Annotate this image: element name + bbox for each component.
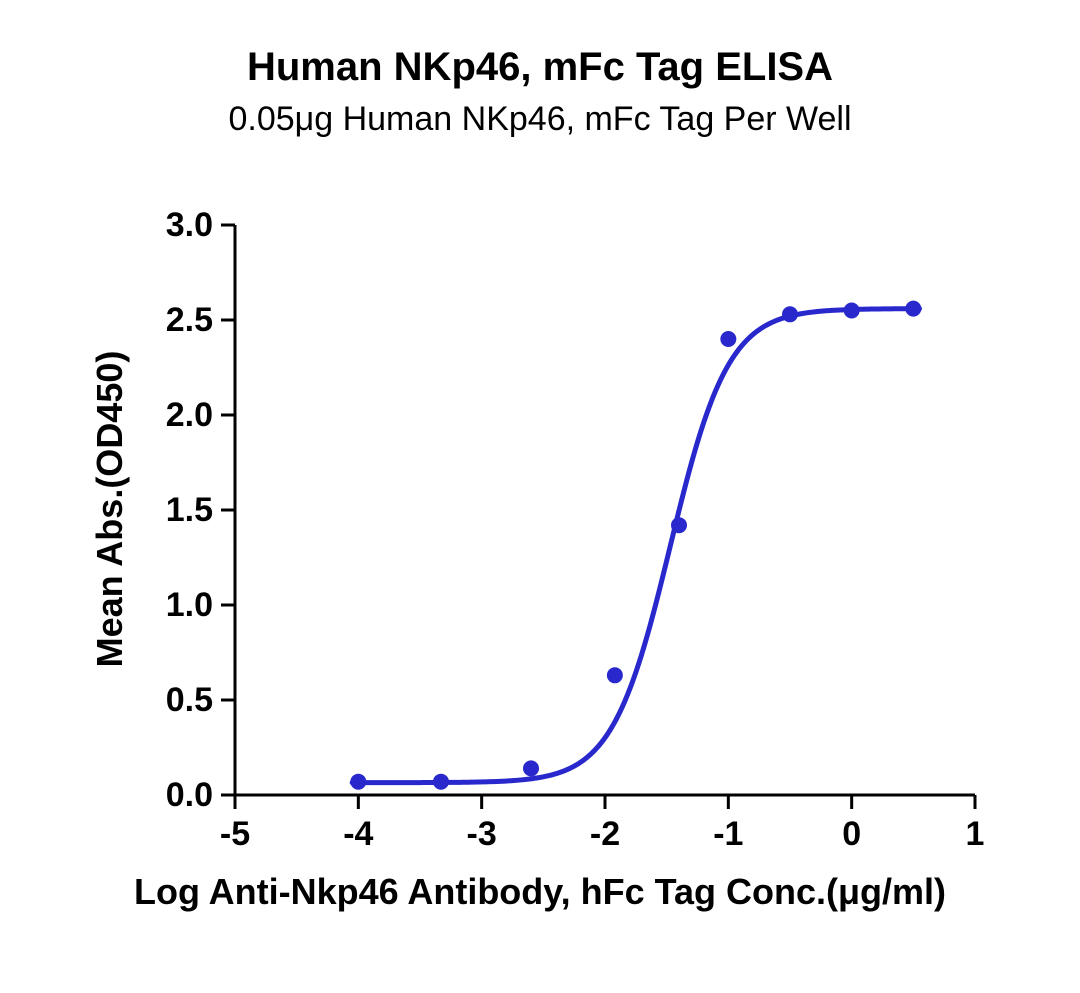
y-tick-label: 3.0 xyxy=(166,206,213,245)
x-tick-label: 0 xyxy=(822,815,882,854)
y-tick-label: 0.5 xyxy=(166,681,213,720)
y-tick-label: 1.0 xyxy=(166,586,213,625)
x-tick-label: -4 xyxy=(328,815,388,854)
x-tick-label: -2 xyxy=(575,815,635,854)
elisa-chart xyxy=(0,0,1080,993)
y-tick-label: 2.5 xyxy=(166,301,213,340)
y-tick-label: 0.0 xyxy=(166,776,213,815)
x-tick-label: -1 xyxy=(698,815,758,854)
y-tick-label: 2.0 xyxy=(166,396,213,435)
x-tick-label: -5 xyxy=(205,815,265,854)
x-tick-label: 1 xyxy=(945,815,1005,854)
y-tick-label: 1.5 xyxy=(166,491,213,530)
x-tick-label: -3 xyxy=(452,815,512,854)
